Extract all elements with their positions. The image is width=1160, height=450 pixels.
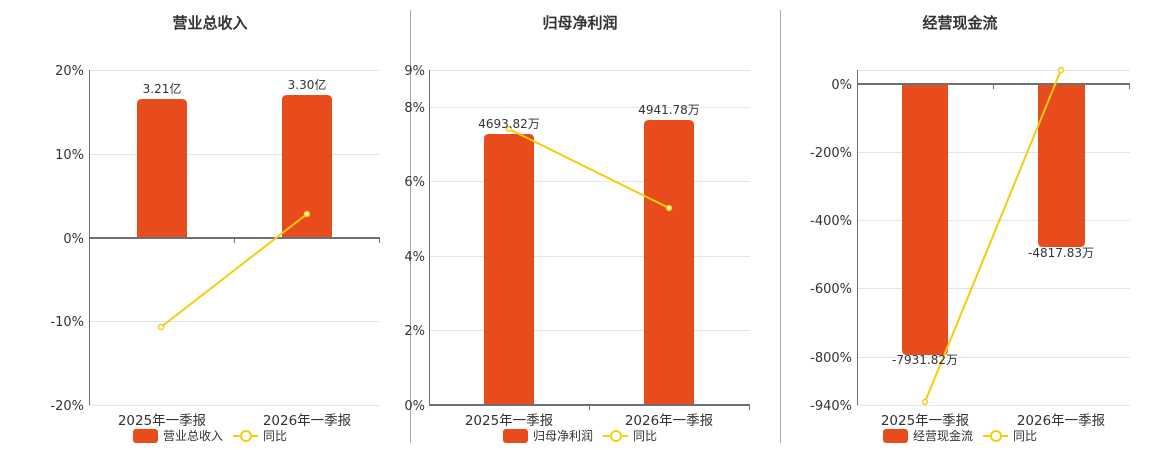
- y-tick: 0%: [404, 399, 425, 414]
- chart-title: 经营现金流: [922, 14, 998, 32]
- x-tick: 2025年一季报: [881, 413, 969, 429]
- bar-label: -4817.83万: [1028, 246, 1094, 260]
- y-tick: -200%: [810, 146, 852, 161]
- y-tick: -940%: [810, 399, 852, 414]
- y-tick: -800%: [810, 351, 852, 366]
- y-tick: 20%: [55, 64, 84, 79]
- y-tick: -600%: [810, 282, 852, 297]
- y-tick: 0%: [831, 78, 852, 93]
- x-tick: 2026年一季报: [263, 413, 351, 429]
- x-tick: 2026年一季报: [625, 413, 713, 429]
- legend-line-label[interactable]: 同比: [263, 429, 288, 443]
- y-tick: 10%: [55, 148, 84, 163]
- y-tick: 2%: [404, 324, 425, 339]
- legend: 营业总收入 同比: [133, 427, 287, 444]
- line-point[interactable]: [505, 125, 513, 133]
- bar-label: 4693.82万: [478, 117, 540, 131]
- legend-line-icon[interactable]: [603, 429, 629, 443]
- bar[interactable]: [1038, 84, 1085, 247]
- legend: 归母净利润 同比: [503, 427, 657, 444]
- y-tick: -20%: [50, 399, 84, 414]
- bar-label: 3.30亿: [288, 77, 327, 92]
- bar[interactable]: [644, 120, 694, 405]
- y-tick: 9%: [404, 64, 425, 79]
- line-point[interactable]: [921, 398, 929, 406]
- legend-bar-label[interactable]: 归母净利润: [533, 429, 594, 443]
- line-point[interactable]: [157, 323, 165, 331]
- panel-separator: [780, 10, 781, 443]
- x-tick: 2025年一季报: [465, 413, 553, 429]
- x-tick: 2026年一季报: [1017, 413, 1105, 429]
- y-tick: 6%: [404, 175, 425, 190]
- bar[interactable]: [902, 84, 948, 355]
- x-tick: 2025年一季报: [118, 413, 206, 429]
- bar[interactable]: [137, 99, 187, 238]
- legend-bar-label[interactable]: 经营现金流: [913, 429, 974, 443]
- legend-line-icon[interactable]: [233, 429, 259, 443]
- legend-line-label[interactable]: 同比: [1013, 429, 1038, 443]
- legend-bar-swatch[interactable]: [503, 428, 528, 443]
- chart-title: 归母净利润: [542, 14, 618, 32]
- bar-label: 4941.78万: [638, 103, 700, 117]
- chart-title: 营业总收入: [172, 14, 248, 32]
- legend-bar-swatch[interactable]: [883, 428, 908, 443]
- y-tick: -400%: [810, 214, 852, 229]
- legend-bar-swatch[interactable]: [133, 428, 158, 443]
- line-point[interactable]: [1057, 66, 1065, 74]
- legend: 经营现金流 同比: [883, 427, 1037, 444]
- line-point[interactable]: [303, 210, 311, 218]
- legend-line-icon[interactable]: [983, 429, 1009, 443]
- bar-label: -7931.82万: [892, 353, 958, 367]
- y-tick: 0%: [63, 232, 84, 247]
- legend-line-label[interactable]: 同比: [633, 429, 658, 443]
- y-tick: -10%: [50, 315, 84, 330]
- line-point[interactable]: [665, 204, 673, 212]
- y-tick: 8%: [404, 101, 425, 116]
- legend-bar-label[interactable]: 营业总收入: [163, 429, 224, 443]
- y-tick: 4%: [404, 250, 425, 265]
- bar[interactable]: [282, 95, 332, 238]
- bar-label: 3.21亿: [143, 81, 182, 96]
- bar[interactable]: [484, 134, 534, 405]
- panel-separator: [410, 10, 411, 443]
